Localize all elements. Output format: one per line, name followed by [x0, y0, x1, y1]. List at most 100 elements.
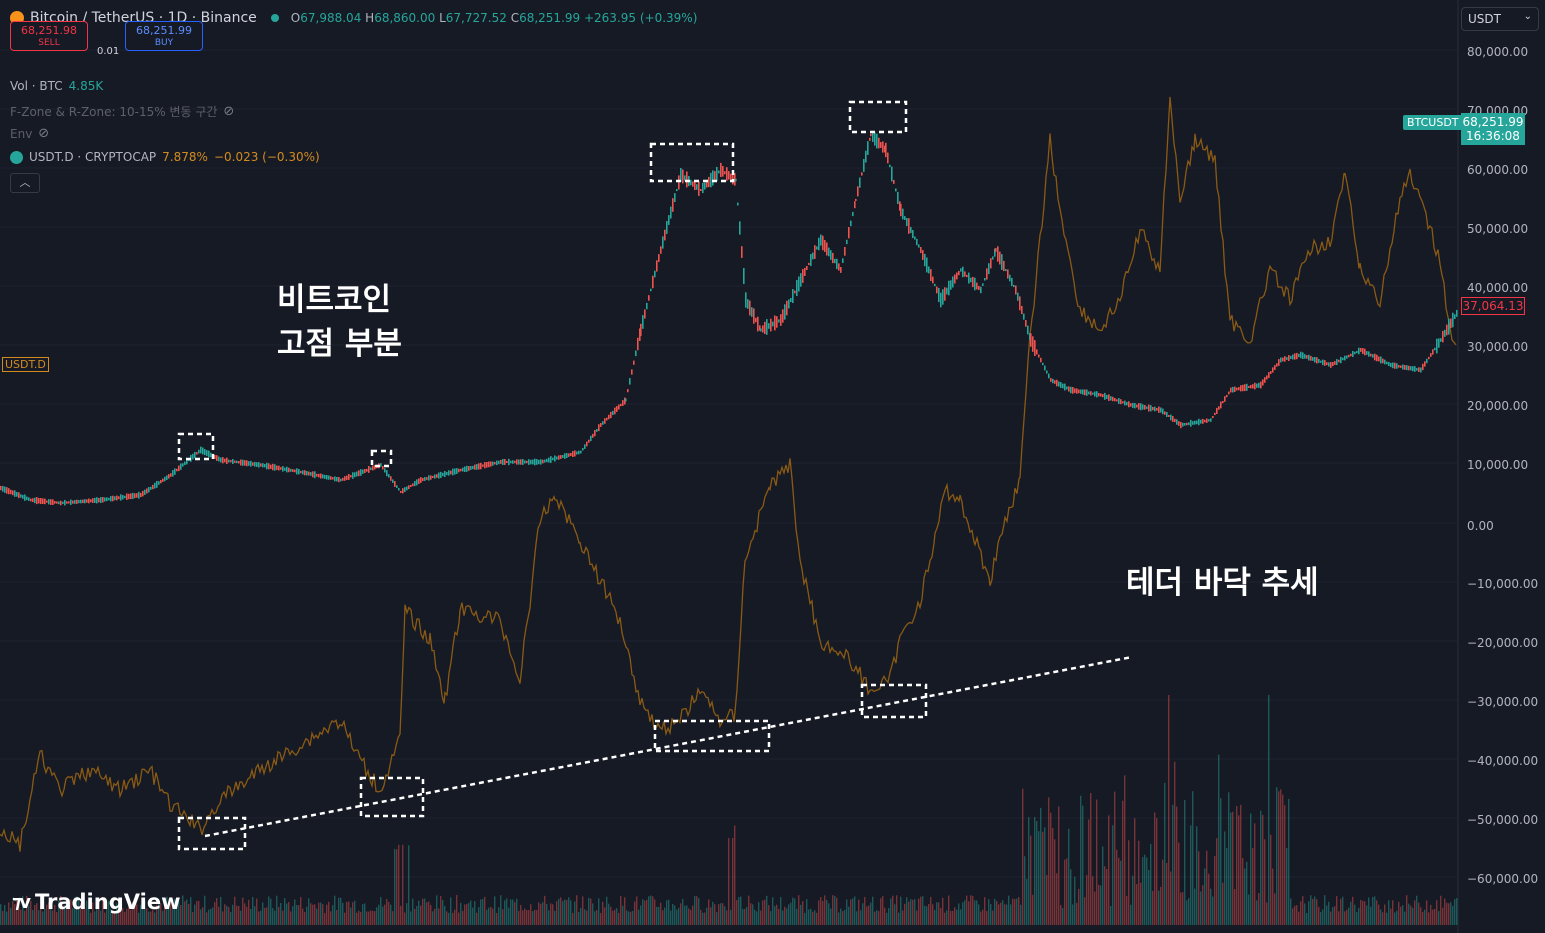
hidden-eye-icon[interactable]: ⊘ [223, 104, 235, 119]
sell-button[interactable]: 68,251.98 SELL [10, 21, 88, 51]
volume-bar [756, 911, 758, 925]
btc-candle [1152, 407, 1154, 411]
volume-bar [1196, 826, 1198, 925]
volume-bar [786, 908, 788, 925]
volume-bar [316, 908, 318, 925]
btc-candle [544, 459, 546, 463]
volume-bar [248, 899, 250, 925]
buy-button[interactable]: 68,251.99 BUY [125, 21, 203, 51]
volume-bar [1334, 906, 1336, 925]
btc-candle [814, 245, 816, 259]
btc-candle [556, 456, 558, 460]
volume-bar [404, 912, 406, 925]
btc-candle [830, 250, 832, 260]
volume-bar [1446, 902, 1448, 925]
volume-bar [606, 896, 608, 925]
btc-candle [36, 497, 38, 505]
volume-bar [644, 900, 646, 925]
btc-candle [1170, 414, 1172, 421]
btc-candle [204, 449, 206, 456]
btc-candle [1112, 396, 1114, 402]
btc-candle [500, 460, 502, 464]
volume-bar [228, 907, 230, 925]
btc-candle [448, 470, 450, 476]
btc-candle [302, 470, 304, 475]
volume-bar [1122, 800, 1124, 925]
btc-candle [8, 488, 10, 495]
btc-candle [818, 237, 820, 251]
btc-candle [1280, 357, 1282, 363]
btc-candle [1118, 398, 1120, 404]
volume-bar [110, 908, 112, 925]
env-indicator[interactable]: Env ⊘ [10, 126, 50, 141]
hidden-eye-icon[interactable]: ⊘ [38, 126, 50, 141]
volume-bar [852, 898, 854, 925]
volume-bar [1188, 898, 1190, 925]
btc-candle [918, 244, 920, 248]
btc-candle [418, 478, 420, 484]
btc-candle [1054, 380, 1056, 384]
btc-candle [1382, 358, 1384, 364]
btcusdt-tag: BTCUSDT [1403, 115, 1463, 130]
btc-candle [800, 273, 802, 287]
volume-indicator[interactable]: Vol · BTC 4.85K [10, 79, 104, 93]
btc-candle [980, 286, 982, 294]
volume-bar [816, 912, 818, 925]
volume-bar [702, 912, 704, 925]
btc-candle [344, 476, 346, 481]
btc-candle [168, 474, 170, 479]
volume-bar [898, 912, 900, 925]
btc-candle [342, 477, 344, 481]
btc-candle [264, 464, 266, 468]
volume-bar [156, 905, 158, 925]
collapse-legend-button[interactable]: ︿ [10, 173, 40, 193]
volume-bar [154, 912, 156, 925]
btc-candle [1013, 284, 1015, 288]
volume-bar [178, 901, 180, 925]
volume-bar [748, 895, 750, 925]
volume-bar [1290, 898, 1292, 925]
volume-bar [150, 911, 152, 925]
volume-bar [18, 902, 20, 925]
btc-candle [340, 478, 342, 482]
volume-bar [828, 903, 830, 925]
btc-candle [432, 475, 434, 478]
btc-candle [176, 468, 178, 472]
volume-bar [308, 898, 310, 925]
btc-candle [735, 178, 737, 182]
volume-bar [1202, 885, 1204, 925]
btc-candle [1336, 359, 1338, 365]
tradingview-logo[interactable]: ⁊ⅴ TradingView [12, 890, 181, 914]
btc-candle [770, 318, 772, 332]
btc-candle [990, 258, 992, 269]
volume-bar [1166, 862, 1168, 925]
btc-candle [60, 500, 62, 506]
btc-candle [404, 487, 406, 492]
volume-bar [330, 911, 332, 925]
volume-bar [952, 910, 954, 925]
btc-candle [228, 459, 230, 463]
currency-select[interactable]: USDT ⌄ [1461, 7, 1539, 31]
volume-bar [152, 909, 154, 925]
price-axis-label: −30,000.00 [1467, 695, 1539, 709]
volume-bar [664, 907, 666, 925]
annotation-box [177, 816, 247, 851]
btc-candle [999, 251, 1001, 265]
volume-bar [188, 903, 190, 925]
btc-candle [84, 499, 86, 504]
volume-bar [1366, 905, 1368, 925]
btc-candle [66, 501, 68, 504]
volume-bar [402, 844, 404, 925]
volume-bar [1216, 838, 1218, 925]
volume-bar [690, 909, 692, 925]
volume-bar [860, 910, 862, 925]
volume-bar [88, 908, 90, 925]
btc-candle [650, 288, 652, 292]
usdtd-indicator[interactable]: USDT.D · CRYPTOCAP 7.878% −0.023 (−0.30%… [10, 150, 320, 164]
btc-candle [848, 227, 850, 239]
fzone-indicator[interactable]: F-Zone & R-Zone: 10-15% 변동 구간 ⊘ [10, 104, 235, 119]
volume-bar [662, 910, 664, 925]
btc-candle [978, 285, 980, 290]
volume-bar [24, 910, 26, 925]
